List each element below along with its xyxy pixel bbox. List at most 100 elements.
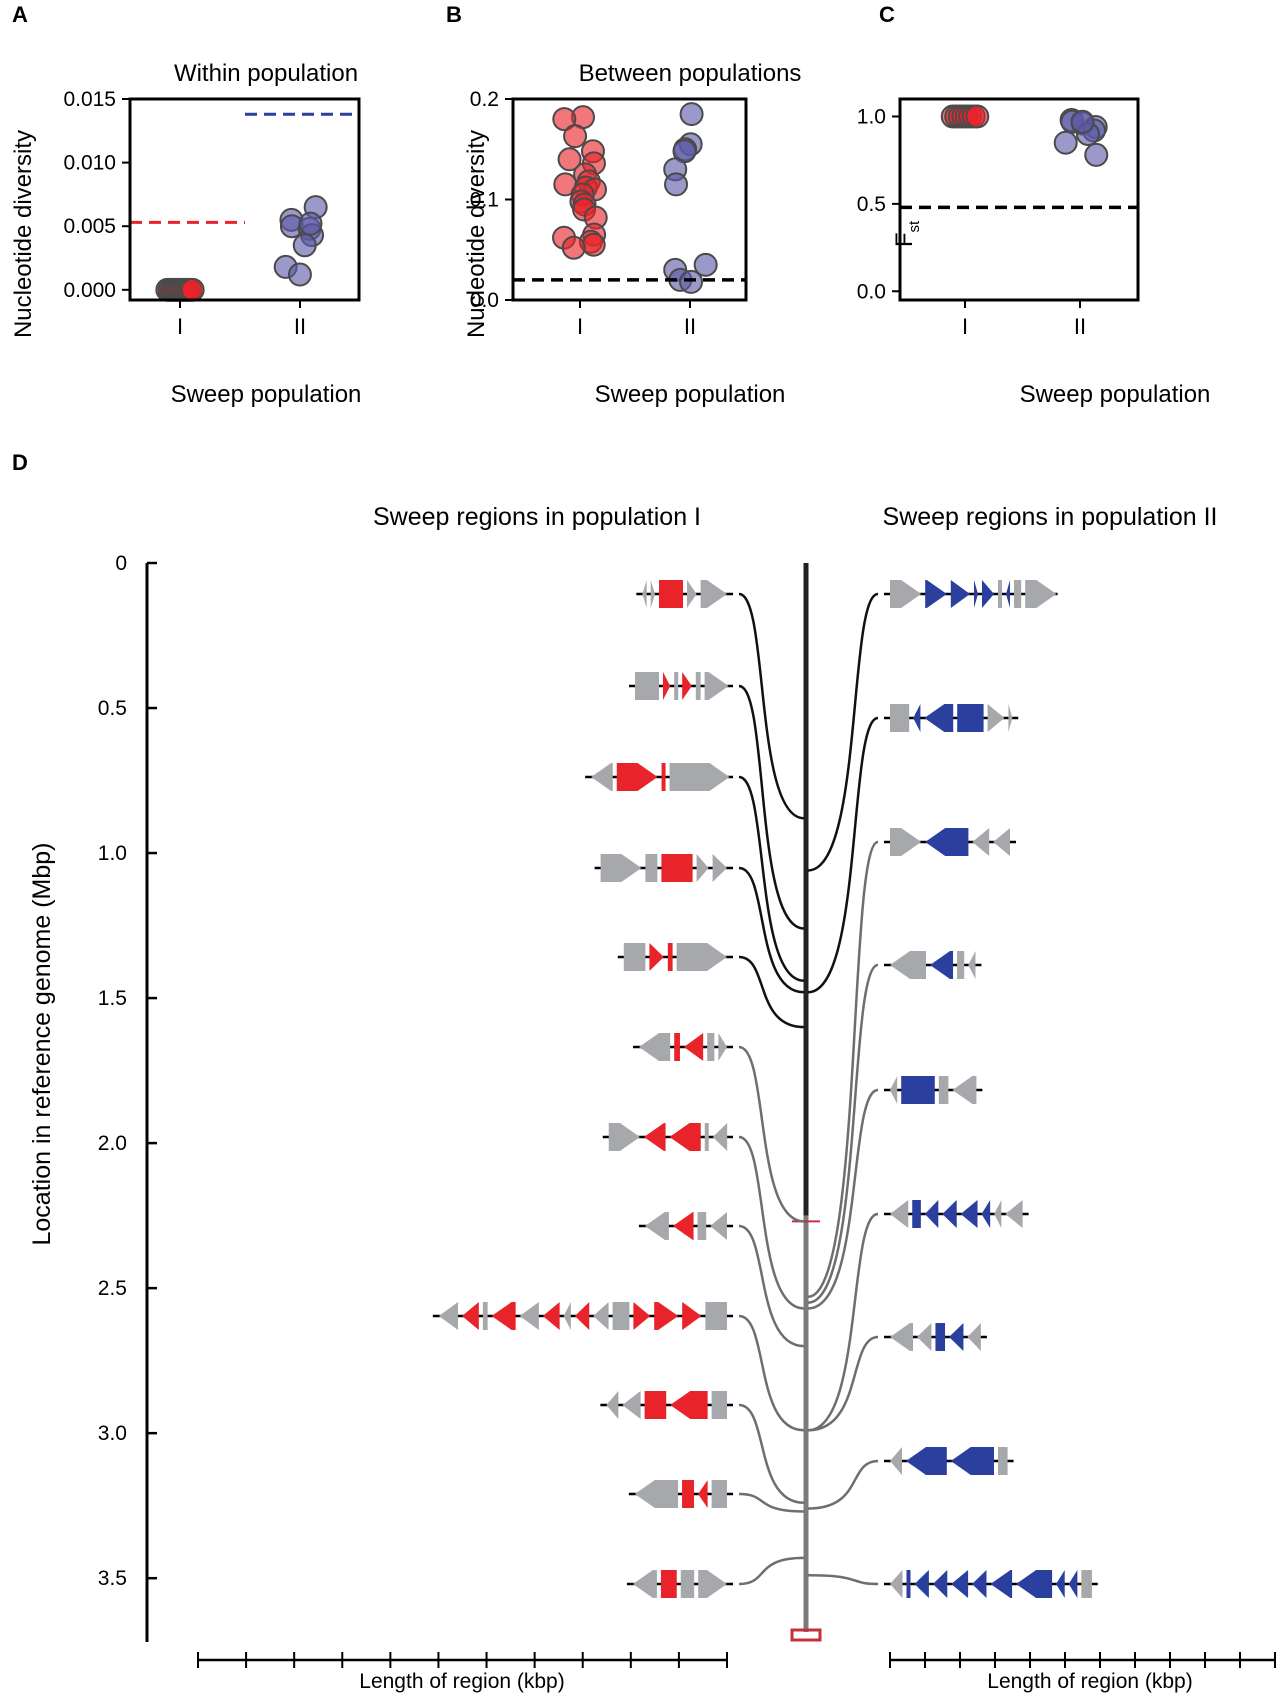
y-tick-label: 0.005 <box>63 215 116 238</box>
panel-letter-a: A <box>12 2 28 27</box>
gene-arrow-pop2 <box>906 1447 947 1475</box>
y-tick-label: 0.1 <box>470 189 499 212</box>
gene-arrow-gray <box>687 580 697 608</box>
gene-arrow-gray <box>994 1200 1002 1228</box>
gene-arrow-pop2 <box>924 704 954 732</box>
gene-arrow-pop1 <box>682 1302 702 1330</box>
panel-d-title-right: Sweep regions in population II <box>883 503 1218 531</box>
panel-b-xlabel: Sweep population <box>595 381 786 408</box>
gene-arrow-pop1 <box>698 1480 708 1508</box>
gene-arrow-gray <box>623 943 646 971</box>
pop1-region-link <box>738 1492 805 1513</box>
pop2-region-link <box>807 592 879 872</box>
gene-arrow-pop2 <box>942 1200 957 1228</box>
gene-arrow-gray <box>890 1570 903 1598</box>
pop1-region-link <box>738 1314 805 1432</box>
pop2-region-link <box>807 716 879 994</box>
gene-arrow-gray <box>952 1076 977 1104</box>
gene-arrow-gray <box>710 1212 727 1240</box>
pop2-region-link <box>807 1574 879 1586</box>
panel-a-title: Within population <box>174 60 358 87</box>
gene-arrow-gray <box>635 672 659 700</box>
gene-arrow-pop2 <box>930 951 954 979</box>
gene-arrow-pop2 <box>1068 1570 1078 1598</box>
data-point <box>552 107 577 132</box>
gene-arrow-pop1 <box>661 854 693 882</box>
pop1-region-link <box>738 955 805 1029</box>
gene-arrow-pop2 <box>981 1200 991 1228</box>
data-point <box>557 147 582 172</box>
gene-arrow-gray <box>712 854 727 882</box>
data-point <box>965 104 990 129</box>
gene-arrow-pop2 <box>990 1570 1013 1598</box>
gene-arrow-pop2 <box>1006 580 1010 608</box>
pop1-region-link <box>738 1403 805 1505</box>
gene-arrow-pop2 <box>950 580 970 608</box>
x-tick-label: II <box>684 314 696 339</box>
gene-arrow-pop2 <box>950 1447 994 1475</box>
gene-arrow-pop2 <box>906 1570 911 1598</box>
gene-arrow-pop1 <box>683 1033 704 1061</box>
gene-arrow-gray <box>696 854 709 882</box>
y-tick-label: 0.5 <box>98 697 127 720</box>
gene-arrow-pop2 <box>972 1570 987 1598</box>
gene-arrow-pop1 <box>644 1391 667 1419</box>
gene-arrow-pop2 <box>1056 1570 1065 1598</box>
y-tick-label: 3.0 <box>98 1422 127 1445</box>
gene-arrow-gray <box>482 1302 488 1330</box>
pop1-region-link <box>738 775 805 982</box>
gene-arrow-pop1 <box>462 1302 479 1330</box>
gene-arrow-gray <box>938 1076 949 1104</box>
gene-arrow-gray <box>890 1447 902 1475</box>
pop1-region-link <box>738 1045 805 1223</box>
panel-d-xlabel-right: Length of region (kbp) <box>987 1670 1192 1693</box>
gene-arrow-gray <box>1025 580 1057 608</box>
gene-arrow-pop2 <box>924 1200 939 1228</box>
gene-arrow-pop2 <box>1016 1570 1053 1598</box>
pop1-region-link <box>738 592 805 820</box>
gene-arrow-pop1 <box>682 1480 695 1508</box>
gene-arrow-pop1 <box>672 1212 694 1240</box>
gene-arrow-pop1 <box>616 763 658 791</box>
gene-arrow-gray <box>519 1302 539 1330</box>
panel-b-title: Between populations <box>579 60 802 87</box>
gene-arrow-gray <box>632 1570 657 1598</box>
x-tick-label: I <box>177 314 183 339</box>
gene-arrow-pop1 <box>667 943 673 971</box>
gene-arrow-gray <box>917 1323 932 1351</box>
gene-arrow-gray <box>705 1302 727 1330</box>
y-tick-label: 3.5 <box>98 1567 127 1590</box>
gene-arrow-pop1 <box>643 1123 666 1151</box>
gene-arrow-gray <box>993 828 1010 856</box>
gene-arrow-pop2 <box>951 1570 969 1598</box>
panel-a-xlabel: Sweep population <box>171 381 362 408</box>
pop2-region-link <box>807 1212 879 1432</box>
pop2-region-link <box>807 1459 879 1510</box>
gene-arrow-gray <box>608 1123 640 1151</box>
gene-arrow-pop1 <box>674 1033 680 1061</box>
data-point <box>1084 142 1109 167</box>
pop2-region-link <box>807 840 879 1299</box>
y-tick-label: 0.0 <box>470 289 499 312</box>
panel-b-chart: Between populations Sweep population Nuc… <box>463 60 801 408</box>
gene-arrow-pop2 <box>935 1323 946 1351</box>
data-point <box>581 232 606 257</box>
data-point <box>693 252 718 277</box>
gene-arrow-pop2 <box>925 828 969 856</box>
gene-arrow-gray <box>890 580 922 608</box>
reference-marker <box>790 1628 822 1642</box>
panel-c-chart: Sweep population Fst 0.00.51.0I II <box>857 97 1210 408</box>
gene-arrow-gray <box>634 1480 679 1508</box>
y-tick-label: 0.0 <box>857 280 886 303</box>
gene-arrow-gray <box>622 1391 641 1419</box>
gene-arrow-gray <box>642 580 647 608</box>
gene-arrow-gray <box>712 1123 728 1151</box>
data-point <box>287 262 312 287</box>
gene-arrow-pop2 <box>901 1076 935 1104</box>
gene-arrow-gray <box>639 1033 671 1061</box>
y-tick-label: 2.0 <box>98 1132 127 1155</box>
gene-arrow-gray <box>890 1200 909 1228</box>
gene-arrow-gray <box>697 1212 707 1240</box>
data-point <box>1070 109 1095 134</box>
gene-arrow-gray <box>1081 1570 1092 1598</box>
